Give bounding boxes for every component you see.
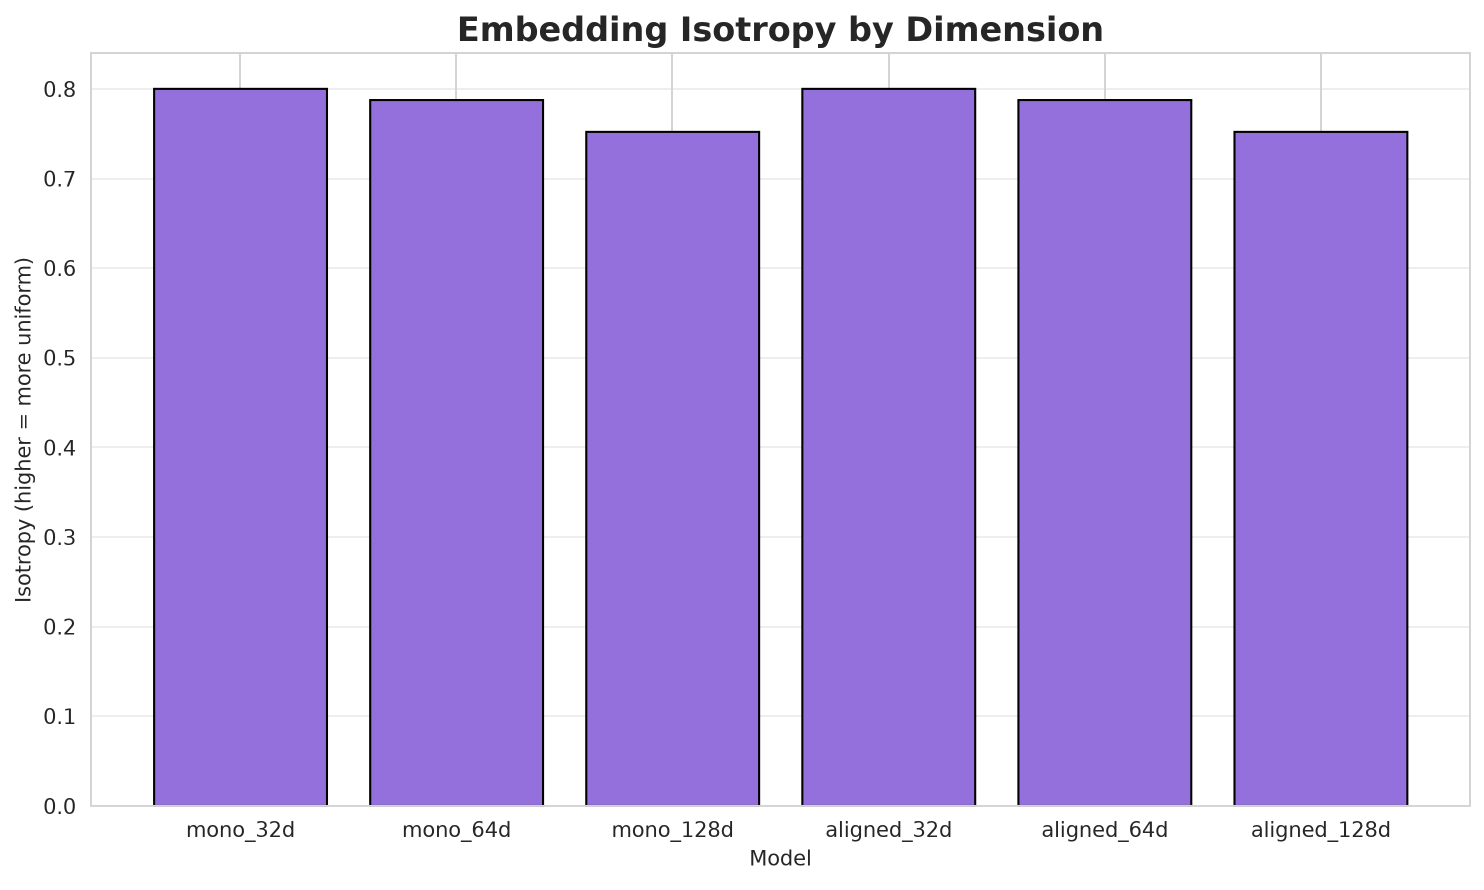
svg-text:0.0: 0.0 — [43, 795, 76, 819]
svg-text:Isotropy (higher = more unifor: Isotropy (higher = more uniform) — [11, 257, 35, 603]
svg-text:0.3: 0.3 — [43, 526, 76, 550]
svg-text:Embedding Isotropy by Dimensio: Embedding Isotropy by Dimension — [457, 10, 1104, 49]
svg-text:Model: Model — [749, 847, 812, 871]
svg-text:0.5: 0.5 — [43, 347, 76, 371]
svg-text:0.6: 0.6 — [43, 257, 76, 281]
svg-text:0.8: 0.8 — [43, 78, 76, 102]
svg-text:mono_64d: mono_64d — [402, 818, 511, 842]
svg-text:aligned_128d: aligned_128d — [1251, 818, 1391, 842]
svg-text:mono_128d: mono_128d — [612, 818, 734, 842]
svg-text:0.2: 0.2 — [43, 616, 76, 640]
svg-text:0.4: 0.4 — [43, 436, 76, 460]
svg-text:mono_32d: mono_32d — [186, 818, 295, 842]
svg-text:aligned_64d: aligned_64d — [1041, 818, 1168, 842]
svg-text:0.7: 0.7 — [43, 167, 76, 191]
svg-text:aligned_32d: aligned_32d — [825, 818, 952, 842]
svg-text:0.1: 0.1 — [43, 705, 76, 729]
